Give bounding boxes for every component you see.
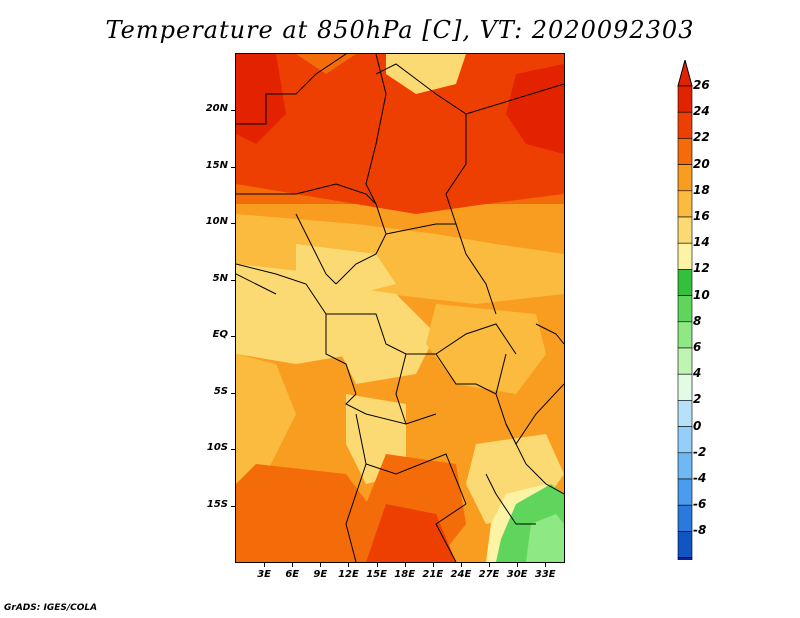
plot-title: Temperature at 850hPa [C], VT: 202009230… — [105, 16, 695, 44]
lon-tick — [264, 562, 266, 567]
colorbar-label: 18 — [693, 182, 710, 197]
colorbar-swatch — [677, 426, 693, 454]
lat-label: 10S — [206, 442, 228, 454]
lat-tick — [231, 279, 236, 281]
colorbar-swatch — [677, 400, 693, 427]
lon-tick — [460, 562, 462, 567]
colorbar-over-triangle — [677, 60, 693, 87]
lat-tick — [231, 336, 236, 338]
colorbar-swatch — [677, 216, 693, 244]
colorbar-swatch — [677, 295, 693, 323]
lon-label: 18E — [394, 569, 416, 580]
colorbar-label: 10 — [693, 287, 710, 302]
lon-tick — [545, 562, 547, 567]
colorbar-label: 20 — [693, 156, 710, 171]
colorbar-swatch — [677, 242, 693, 270]
lat-label: 20N — [205, 103, 228, 115]
lon-tick — [489, 562, 491, 567]
lon-tick — [376, 562, 378, 567]
lon-tick — [432, 562, 434, 567]
temperature-map — [236, 54, 564, 562]
colorbar — [677, 60, 693, 560]
colorbar-label: 2 — [693, 392, 702, 407]
colorbar-label: 0 — [693, 418, 702, 433]
lat-label: 15S — [206, 498, 228, 510]
colorbar-swatch — [677, 269, 693, 296]
lon-label: 21E — [422, 569, 444, 580]
lat-tick — [231, 449, 236, 451]
country-borders — [236, 54, 564, 562]
colorbar-swatch — [677, 478, 693, 506]
lat-tick — [231, 110, 236, 112]
lon-label: 24E — [450, 569, 472, 580]
colorbar-label: 12 — [693, 261, 710, 276]
lon-label: 3E — [257, 569, 271, 580]
colorbar-label: -6 — [693, 497, 707, 512]
lat-tick — [231, 505, 236, 507]
lon-tick — [292, 562, 294, 567]
lon-label: 27E — [478, 569, 500, 580]
lat-label: EQ — [212, 329, 228, 341]
colorbar-label: -4 — [693, 471, 707, 485]
colorbar-swatch — [677, 347, 693, 375]
lon-label: 6E — [285, 569, 300, 580]
colorbar-label: 8 — [693, 313, 702, 328]
lon-label: 12E — [338, 569, 359, 580]
temperature-field — [236, 54, 564, 562]
lon-tick — [517, 562, 519, 567]
colorbar-swatch — [677, 190, 693, 218]
lon-label: 30E — [506, 569, 528, 580]
lat-tick — [231, 223, 236, 225]
lon-label: 9E — [313, 569, 328, 580]
colorbar-label: 22 — [693, 130, 710, 145]
colorbar-swatch — [677, 111, 693, 139]
lat-label: 5S — [213, 385, 228, 397]
colorbar-swatch — [677, 504, 693, 532]
lon-tick — [320, 562, 322, 567]
lon-label: 15E — [366, 569, 387, 580]
colorbar-label: 14 — [693, 235, 710, 250]
colorbar-label: 16 — [693, 209, 710, 223]
colorbar-label: 6 — [693, 340, 702, 354]
colorbar-label: 24 — [693, 104, 710, 119]
grads-credit: GrADS: IGES/COLA — [4, 603, 98, 613]
colorbar-label: -2 — [693, 444, 707, 459]
colorbar-swatch — [677, 531, 693, 558]
colorbar-swatch — [677, 164, 693, 192]
colorbar-swatch — [677, 138, 693, 165]
colorbar-label: 4 — [693, 366, 702, 381]
colorbar-swatch — [677, 321, 693, 349]
lon-tick — [404, 562, 406, 567]
lat-label: 15N — [205, 159, 228, 171]
colorbar-swatch — [677, 373, 693, 401]
colorbar-label: 26 — [693, 78, 710, 92]
lat-label: 5N — [212, 272, 228, 284]
lon-label: 33E — [534, 569, 556, 580]
colorbar-swatch — [677, 557, 693, 560]
lat-label: 10N — [205, 216, 228, 228]
lat-tick — [231, 392, 236, 394]
lon-tick — [348, 562, 350, 567]
colorbar-label: -8 — [693, 523, 707, 538]
colorbar-swatch — [677, 85, 693, 113]
lat-tick — [231, 166, 236, 168]
colorbar-swatch — [677, 452, 693, 480]
